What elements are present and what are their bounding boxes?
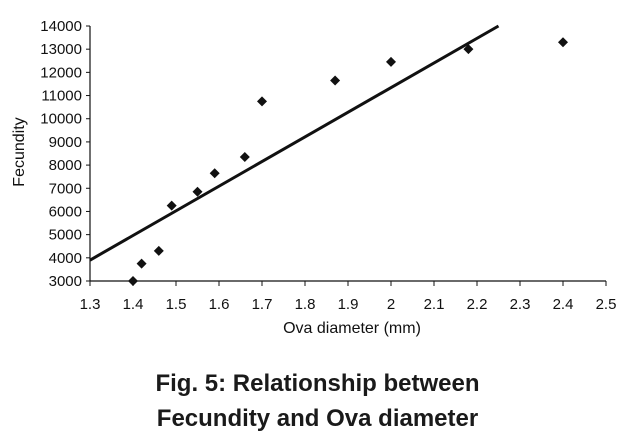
x-tick-label: 1.7: [252, 296, 273, 313]
trendline-group: [89, 24, 500, 262]
y-tick-label: 5000: [49, 227, 82, 244]
x-axis-ticks: 1.3 1.4 1.5 1.6 1.7 1.8 1.9 2 2.1 2.2 2.3 2.4 2.5: [80, 281, 617, 313]
data-point: [463, 44, 474, 55]
y-tick-label: 12000: [40, 64, 82, 81]
data-point: [136, 258, 147, 269]
x-tick-label: 2.1: [424, 296, 445, 313]
y-tick-label: 10000: [40, 111, 82, 128]
figure-caption-line-1: Fig. 5: Relationship between: [155, 370, 480, 397]
x-tick-label: 2.4: [553, 296, 574, 313]
trendline: [89, 24, 500, 262]
data-point: [153, 245, 164, 256]
x-tick-label: 1.5: [166, 296, 187, 313]
y-tick-label: 7000: [49, 180, 82, 197]
x-tick-label: 2: [387, 296, 395, 313]
x-tick-label: 1.8: [295, 296, 316, 313]
data-points: [128, 37, 568, 286]
y-tick-label: 8000: [49, 157, 82, 174]
data-point: [330, 75, 341, 86]
x-tick-label: 2.5: [596, 296, 617, 313]
x-axis-title: Ova diameter (mm): [283, 320, 421, 337]
data-point: [192, 186, 203, 197]
y-tick-label: 13000: [40, 41, 82, 58]
axes: [89, 26, 606, 282]
y-axis-ticks: 3000 4000 5000 6000 7000 8000 9000 10000 11000 12…: [40, 18, 90, 290]
x-tick-label: 1.6: [209, 296, 230, 313]
y-tick-label: 14000: [40, 18, 82, 35]
data-point: [128, 276, 138, 286]
data-point: [166, 200, 177, 211]
x-tick-label: 2.2: [467, 296, 488, 313]
figure-caption-line-2: Fecundity and Ova diameter: [156, 405, 479, 432]
data-point: [209, 168, 220, 179]
x-tick-label: 2.3: [510, 296, 531, 313]
x-tick-label: 1.3: [80, 296, 101, 313]
data-point: [257, 96, 267, 107]
data-point: [386, 56, 396, 67]
x-tick-label: 1.9: [338, 296, 359, 313]
y-tick-label: 11000: [41, 88, 82, 105]
y-tick-label: 4000: [49, 250, 82, 267]
data-point: [558, 37, 568, 48]
y-axis-title: Fecundity: [11, 117, 28, 186]
y-tick-label: 9000: [49, 134, 82, 151]
x-tick-label: 1.4: [123, 296, 144, 313]
scatter-chart: 1.3 1.4 1.5 1.6 1.7 1.8 1.9 2 2.1 2.2 2.3 2.4 2.5 30…: [11, 18, 617, 337]
y-tick-label: 3000: [49, 273, 82, 290]
y-tick-label: 6000: [49, 203, 82, 220]
data-point: [239, 151, 250, 162]
